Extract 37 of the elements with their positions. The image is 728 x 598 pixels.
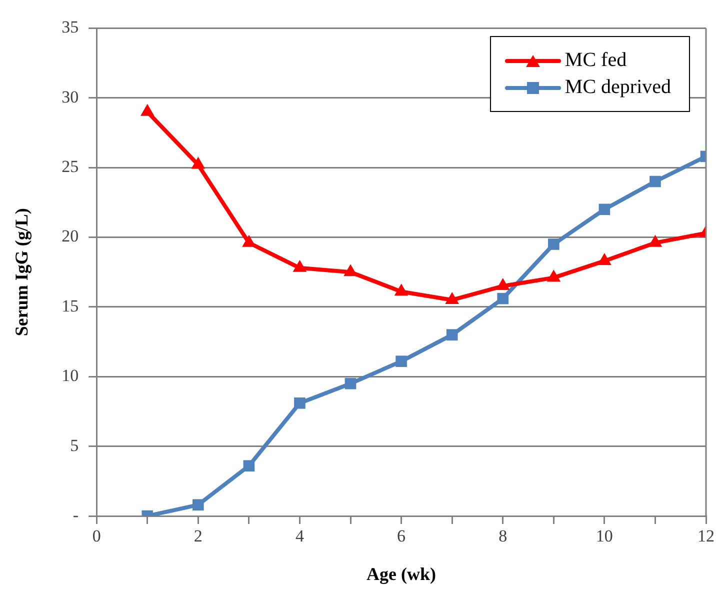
point [191, 156, 206, 169]
point [497, 292, 509, 304]
x-tick-label: 2 [194, 526, 202, 546]
point [242, 234, 256, 247]
y-tick-label: - [72, 505, 79, 524]
x-tick-label: 6 [397, 526, 406, 546]
point [294, 397, 306, 409]
point [648, 234, 662, 247]
y-tick-label: 5 [70, 436, 79, 455]
point [192, 499, 204, 511]
x-tick-label: 10 [596, 526, 613, 546]
x-tick-label: 12 [698, 526, 714, 546]
y-tick-label: 10 [62, 366, 79, 386]
x-tick-label: 4 [295, 526, 304, 546]
x-tick-label: 8 [498, 526, 508, 546]
point [394, 284, 408, 296]
point [496, 278, 510, 290]
y-tick-label: 30 [62, 87, 79, 106]
x-tick-label: 0 [92, 526, 101, 546]
point [598, 252, 612, 265]
point [446, 329, 458, 340]
point [396, 356, 407, 367]
y-tick-label: 35 [62, 18, 79, 37]
legend-label: MC fed [564, 49, 627, 72]
point [445, 292, 460, 304]
y-tick-label: 15 [62, 296, 79, 316]
y-axis-title: Serum IgG (g/L) [11, 208, 32, 336]
point [243, 460, 255, 472]
point [140, 104, 154, 116]
y-tick-label: 20 [62, 226, 79, 246]
y-tick-label: 25 [62, 157, 79, 176]
point [344, 378, 356, 390]
point [292, 260, 307, 272]
legend-label: MC deprived [564, 76, 671, 99]
point [546, 270, 561, 282]
point [344, 264, 358, 276]
x-axis-title: Age (wk) [366, 564, 436, 584]
